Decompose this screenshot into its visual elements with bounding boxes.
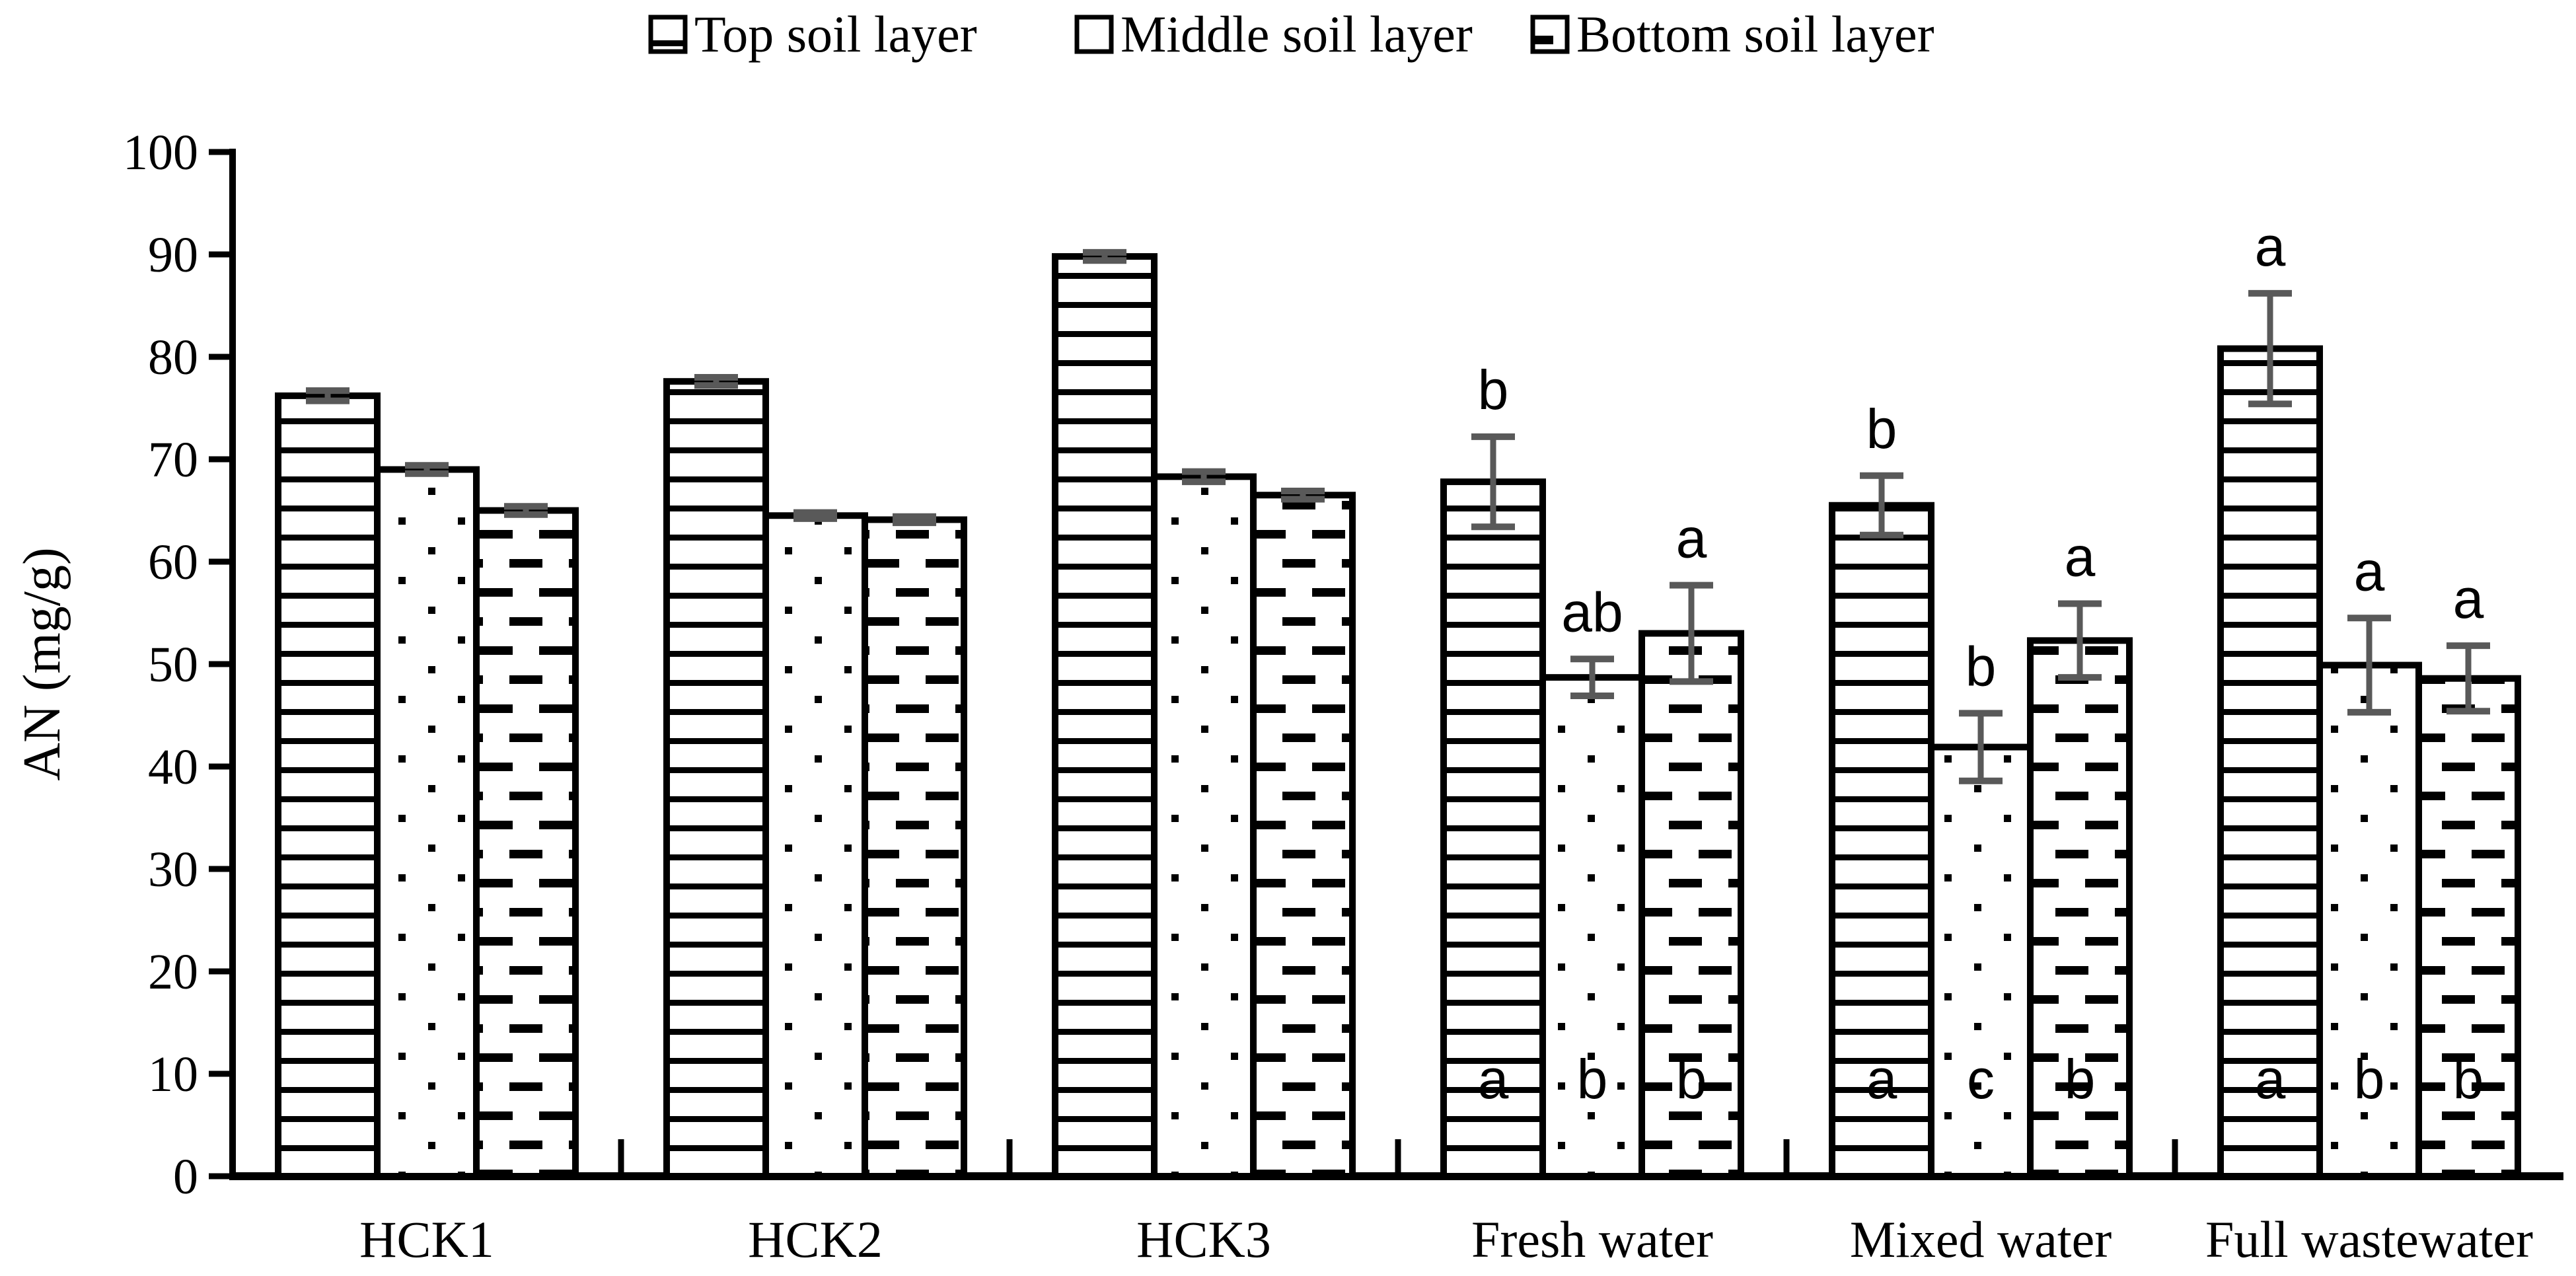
significance-letter-above: a xyxy=(1676,507,1707,570)
bar-dots-hck3 xyxy=(1151,473,1257,1180)
bar-hlines-hck2 xyxy=(663,378,769,1180)
significance-letter-inside: b xyxy=(2065,1048,2096,1110)
bar-dashes-hck2 xyxy=(862,516,967,1180)
bar-hlines-fresh-water xyxy=(1440,478,1546,1180)
bar-dots-full-wastewater xyxy=(2316,661,2422,1180)
significance-letter-inside: b xyxy=(1577,1048,1608,1110)
x-category-label: Mixed water xyxy=(1850,1211,2112,1268)
legend-swatch-dashes-icon xyxy=(1530,15,1570,54)
significance-letter-above: b xyxy=(1478,359,1509,421)
bar-dashes-mixed-water xyxy=(2027,637,2133,1180)
significance-letter-inside: a xyxy=(2255,1048,2286,1110)
bar-hlines-hck1 xyxy=(275,392,381,1180)
y-tick-label: 20 xyxy=(148,944,198,1000)
x-category-label: Fresh water xyxy=(1471,1211,1713,1268)
bars-layer xyxy=(275,253,2521,1180)
significance-letter-inside: b xyxy=(2354,1048,2385,1110)
y-tick-label: 80 xyxy=(148,330,198,385)
legend-label: Top soil layer xyxy=(694,5,977,63)
legend-swatch-hlines-icon xyxy=(648,15,688,54)
y-tick-label: 70 xyxy=(148,432,198,488)
significance-letter-above: a xyxy=(2354,540,2385,602)
y-tick-label: 50 xyxy=(148,637,198,693)
bar-dashes-hck3 xyxy=(1250,492,1356,1180)
y-tick-label: 100 xyxy=(123,125,198,180)
legend-label: Middle soil layer xyxy=(1121,5,1473,63)
y-tick-label: 10 xyxy=(148,1047,198,1102)
y-tick-label: 90 xyxy=(148,227,198,283)
significance-letter-inside: a xyxy=(1478,1048,1509,1110)
significance-letter-inside: b xyxy=(2453,1048,2484,1110)
x-category-label: HCK3 xyxy=(1136,1211,1271,1268)
bar-dashes-hck1 xyxy=(473,507,579,1180)
legend-label: Bottom soil layer xyxy=(1576,5,1934,63)
significance-letter-above: ab xyxy=(1561,581,1623,643)
significance-letter-inside: c xyxy=(1967,1048,1995,1110)
significance-letter-above: b xyxy=(1966,635,1997,697)
y-tick-label: 0 xyxy=(173,1149,198,1205)
error-bars-layer xyxy=(306,248,2490,784)
x-category-label: HCK1 xyxy=(359,1211,494,1268)
y-tick-label: 30 xyxy=(148,842,198,897)
significance-letter-above: a xyxy=(2255,215,2286,278)
bar-dots-hck2 xyxy=(762,512,868,1180)
bar-dots-hck1 xyxy=(374,466,480,1180)
legend-item-bottom-soil-layer: Bottom soil layer xyxy=(1530,5,1934,63)
significance-letter-inside: a xyxy=(1866,1048,1897,1110)
significance-letter-inside: b xyxy=(1676,1048,1707,1110)
legend-layer: Top soil layer Middle soil layer Bottom so… xyxy=(648,5,1934,63)
x-category-label: Full wastewater xyxy=(2205,1211,2533,1268)
significance-letter-above: a xyxy=(2453,568,2484,630)
x-category-label: HCK2 xyxy=(748,1211,883,1268)
y-tick-label: 60 xyxy=(148,535,198,590)
bar-hlines-hck3 xyxy=(1052,253,1158,1180)
bar-dots-mixed-water xyxy=(1928,743,2034,1180)
legend-swatch-dots-icon xyxy=(1074,15,1114,54)
legend-item-middle-soil-layer: Middle soil layer xyxy=(1074,5,1473,63)
axes-layer: 0 10 20 30 40 50 60 70 80 90 100 AN (mg/g) xyxy=(13,125,2563,1205)
y-axis-title: AN (mg/g) xyxy=(13,547,71,780)
significance-letter-above: a xyxy=(2065,526,2096,588)
significance-letter-above: b xyxy=(1866,398,1897,460)
y-tick-label: 40 xyxy=(148,739,198,795)
legend-item-top-soil-layer: Top soil layer xyxy=(648,5,977,63)
